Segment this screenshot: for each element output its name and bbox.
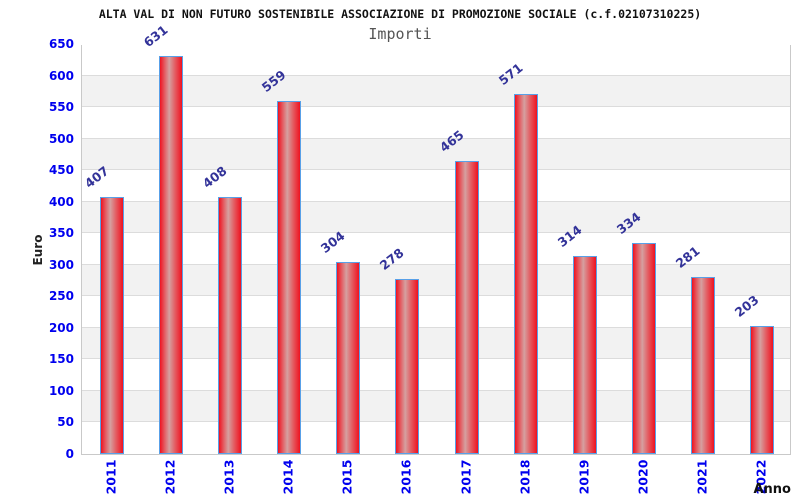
bar (632, 243, 657, 454)
y-tick-label: 150 (48, 352, 74, 367)
grid-band (82, 107, 790, 139)
grid-band (82, 201, 790, 234)
y-tick-label: 550 (48, 100, 74, 115)
grid-band (82, 296, 790, 328)
bar (572, 255, 597, 454)
grid-line (82, 232, 790, 234)
y-tick-label: 350 (48, 226, 74, 241)
x-tick-label: 2012 (162, 459, 178, 495)
y-tick-label: 200 (48, 320, 74, 335)
x-tick-label: 2011 (103, 459, 119, 495)
y-tick-label: 50 (57, 415, 74, 430)
grid-band (82, 44, 790, 76)
bar (158, 56, 183, 454)
bar (750, 325, 775, 454)
x-tick-label: 2020 (635, 459, 651, 495)
grid-line (82, 106, 790, 108)
bar (217, 196, 242, 454)
x-tick-label: 2021 (694, 459, 710, 495)
y-tick-label: 250 (48, 289, 74, 304)
y-tick-label: 650 (48, 37, 74, 51)
y-tick-label: 300 (48, 257, 74, 272)
grid-line (82, 421, 790, 423)
y-tick-label: 100 (48, 383, 74, 398)
y-tick-label: 0 (65, 447, 74, 461)
chart-title: ALTA VAL DI NON FUTURO SOSTENIBILE ASSOC… (98, 7, 702, 21)
grid-band (82, 233, 790, 265)
bar (336, 262, 361, 454)
grid-band (82, 390, 790, 423)
grid-line (82, 263, 790, 265)
bar (454, 160, 479, 454)
x-tick-label: 2019 (576, 459, 592, 495)
x-tick-label: 2013 (221, 459, 237, 495)
grid-line (82, 295, 790, 297)
grid-band (82, 75, 790, 108)
bar (513, 93, 538, 454)
x-tick-label: 2017 (458, 459, 474, 495)
grid-band (82, 422, 790, 454)
x-tick-label: 2014 (280, 459, 296, 495)
grid-band (82, 359, 790, 391)
y-tick-label: 500 (48, 131, 74, 146)
grid-line (82, 74, 790, 76)
grid-line (82, 137, 790, 139)
x-axis-title: Anno (753, 482, 791, 497)
grid-band (82, 138, 790, 171)
grid-line (82, 169, 790, 171)
bar (395, 278, 420, 454)
grid-line (82, 200, 790, 202)
y-tick-label: 450 (48, 163, 74, 178)
grid-band (82, 264, 790, 297)
grid-band (82, 327, 790, 360)
grid-line (82, 389, 790, 391)
y-tick-label: 400 (48, 194, 74, 209)
bar (277, 101, 302, 454)
y-tick-label: 600 (48, 68, 74, 83)
bar (99, 197, 124, 454)
y-axis-title: Euro (31, 234, 45, 266)
x-tick-label: 2018 (517, 459, 533, 495)
bar (691, 276, 716, 454)
chart-subtitle: Importi (368, 25, 432, 43)
grid-line (82, 326, 790, 328)
x-tick-label: 2015 (339, 459, 355, 495)
grid-band (82, 170, 790, 202)
x-tick-label: 2016 (398, 459, 414, 495)
plot-area (81, 44, 791, 455)
grid-line (82, 358, 790, 360)
